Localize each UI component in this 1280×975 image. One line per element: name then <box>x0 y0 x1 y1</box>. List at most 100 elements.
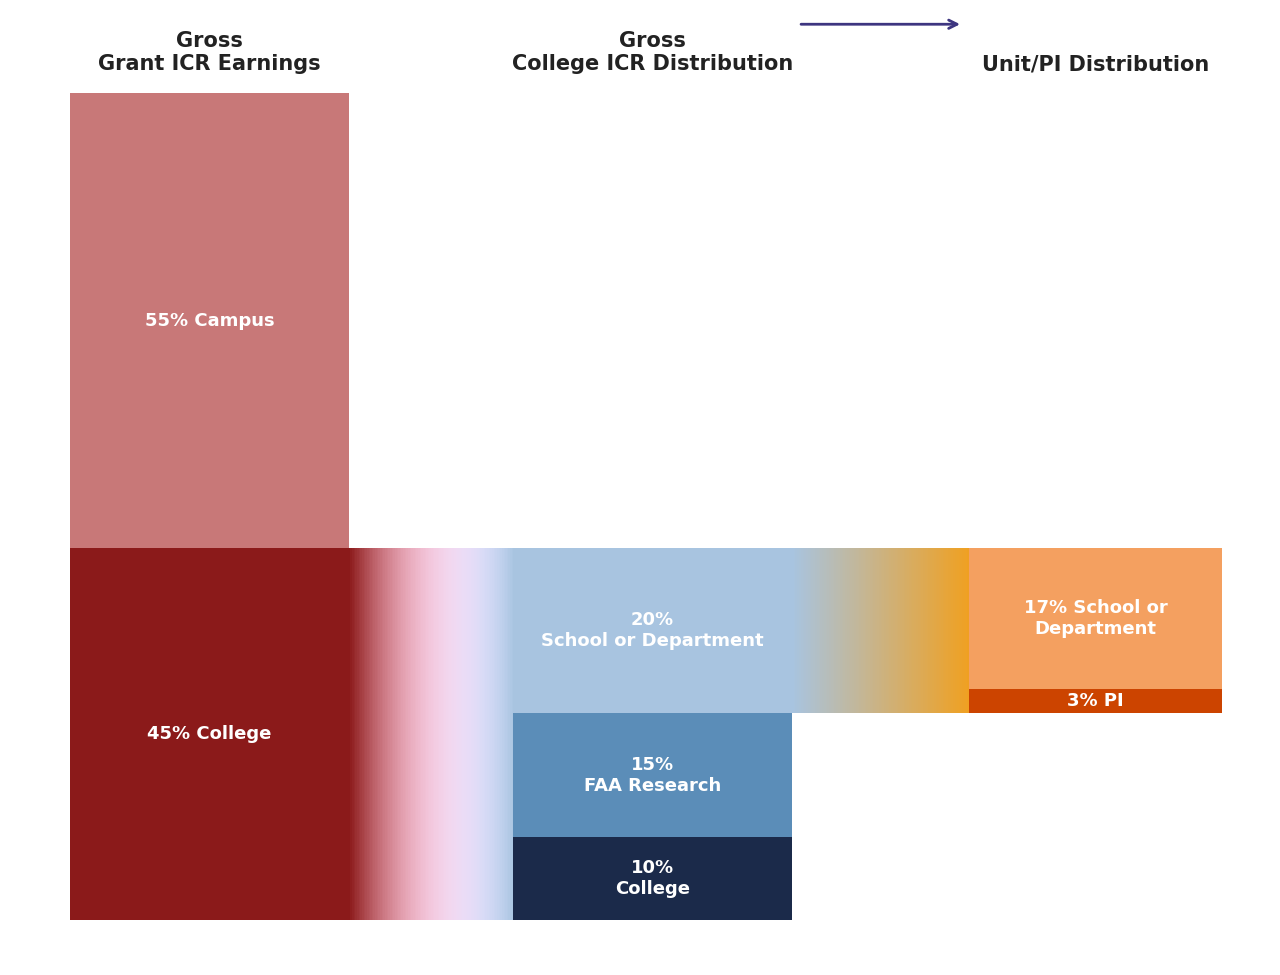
Polygon shape <box>410 548 411 920</box>
Polygon shape <box>859 548 861 714</box>
Polygon shape <box>818 548 820 714</box>
Polygon shape <box>492 548 494 920</box>
Polygon shape <box>833 548 835 714</box>
Polygon shape <box>799 548 801 714</box>
Polygon shape <box>905 548 908 714</box>
Polygon shape <box>936 548 937 714</box>
Polygon shape <box>868 548 870 714</box>
Polygon shape <box>845 548 847 714</box>
Polygon shape <box>507 548 508 920</box>
Polygon shape <box>460 548 461 920</box>
Text: Unit/PI Distribution: Unit/PI Distribution <box>982 55 1210 74</box>
Polygon shape <box>844 548 845 714</box>
Polygon shape <box>365 548 367 920</box>
Polygon shape <box>835 548 836 714</box>
Polygon shape <box>381 548 383 920</box>
Polygon shape <box>849 548 850 714</box>
Polygon shape <box>913 548 914 714</box>
Polygon shape <box>946 548 948 714</box>
Polygon shape <box>896 548 899 714</box>
Polygon shape <box>433 548 434 920</box>
Polygon shape <box>416 548 419 920</box>
Polygon shape <box>812 548 813 714</box>
Polygon shape <box>817 548 818 714</box>
Polygon shape <box>474 548 476 920</box>
Polygon shape <box>810 548 812 714</box>
Polygon shape <box>884 548 886 714</box>
Text: 55% Campus: 55% Campus <box>145 312 274 330</box>
Bar <box>513 838 792 920</box>
Polygon shape <box>948 548 950 714</box>
Polygon shape <box>795 548 797 714</box>
Polygon shape <box>393 548 396 920</box>
Polygon shape <box>434 548 436 920</box>
Polygon shape <box>407 548 408 920</box>
Polygon shape <box>891 548 893 714</box>
Polygon shape <box>914 548 916 714</box>
Polygon shape <box>485 548 488 920</box>
Polygon shape <box>850 548 852 714</box>
Polygon shape <box>502 548 503 920</box>
Polygon shape <box>829 548 831 714</box>
Polygon shape <box>436 548 438 920</box>
Polygon shape <box>352 548 353 920</box>
Polygon shape <box>861 548 863 714</box>
Polygon shape <box>895 548 896 714</box>
Polygon shape <box>494 548 495 920</box>
Polygon shape <box>374 548 375 920</box>
Polygon shape <box>369 548 370 920</box>
Polygon shape <box>488 548 489 920</box>
Polygon shape <box>371 548 374 920</box>
Polygon shape <box>456 548 457 920</box>
Polygon shape <box>385 548 387 920</box>
Polygon shape <box>941 548 942 714</box>
Polygon shape <box>838 548 840 714</box>
Text: Gross
College ICR Distribution: Gross College ICR Distribution <box>512 31 794 74</box>
Polygon shape <box>408 548 410 920</box>
Polygon shape <box>484 548 485 920</box>
Polygon shape <box>449 548 451 920</box>
Polygon shape <box>867 548 868 714</box>
Polygon shape <box>922 548 923 714</box>
Polygon shape <box>827 548 829 714</box>
Polygon shape <box>954 548 955 714</box>
Polygon shape <box>950 548 951 714</box>
Polygon shape <box>430 548 431 920</box>
Polygon shape <box>411 548 413 920</box>
Polygon shape <box>420 548 421 920</box>
Polygon shape <box>813 548 815 714</box>
Polygon shape <box>476 548 477 920</box>
Polygon shape <box>399 548 402 920</box>
Polygon shape <box>362 548 364 920</box>
Polygon shape <box>454 548 456 920</box>
Polygon shape <box>928 548 931 714</box>
Polygon shape <box>360 548 362 920</box>
Polygon shape <box>841 548 844 714</box>
Polygon shape <box>873 548 876 714</box>
Polygon shape <box>879 548 881 714</box>
Polygon shape <box>806 548 808 714</box>
Polygon shape <box>379 548 380 920</box>
Polygon shape <box>815 548 817 714</box>
Bar <box>70 94 348 548</box>
Polygon shape <box>392 548 393 920</box>
Polygon shape <box>808 548 810 714</box>
Polygon shape <box>964 548 965 714</box>
Polygon shape <box>370 548 371 920</box>
Polygon shape <box>415 548 416 920</box>
Polygon shape <box>900 548 902 714</box>
Polygon shape <box>480 548 483 920</box>
Polygon shape <box>375 548 376 920</box>
Polygon shape <box>512 548 513 920</box>
Polygon shape <box>453 548 454 920</box>
Polygon shape <box>951 548 954 714</box>
Polygon shape <box>426 548 428 920</box>
Polygon shape <box>858 548 859 714</box>
Polygon shape <box>508 548 511 920</box>
Polygon shape <box>931 548 932 714</box>
Polygon shape <box>937 548 940 714</box>
Polygon shape <box>483 548 484 920</box>
Polygon shape <box>421 548 422 920</box>
Polygon shape <box>367 548 369 920</box>
Polygon shape <box>910 548 913 714</box>
